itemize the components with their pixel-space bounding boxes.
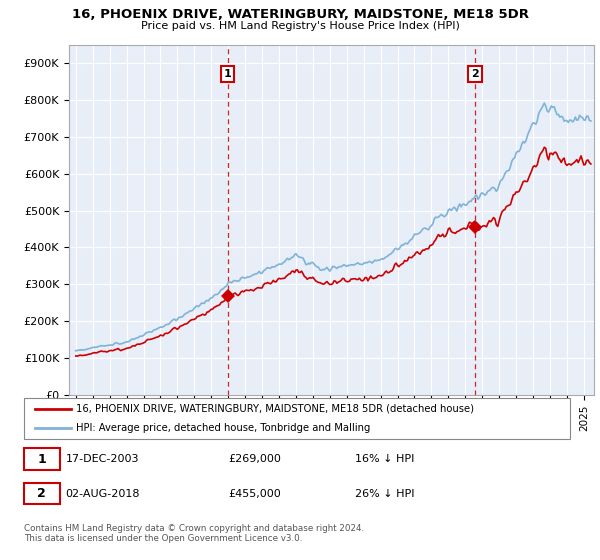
Text: 1: 1 xyxy=(224,69,232,80)
FancyBboxPatch shape xyxy=(24,483,60,505)
Text: 16, PHOENIX DRIVE, WATERINGBURY, MAIDSTONE, ME18 5DR (detached house): 16, PHOENIX DRIVE, WATERINGBURY, MAIDSTO… xyxy=(76,404,475,414)
FancyBboxPatch shape xyxy=(24,449,60,470)
Text: Contains HM Land Registry data © Crown copyright and database right 2024.
This d: Contains HM Land Registry data © Crown c… xyxy=(24,524,364,543)
Text: 02-AUG-2018: 02-AUG-2018 xyxy=(65,489,140,499)
Text: 16, PHOENIX DRIVE, WATERINGBURY, MAIDSTONE, ME18 5DR: 16, PHOENIX DRIVE, WATERINGBURY, MAIDSTO… xyxy=(71,8,529,21)
Text: 26% ↓ HPI: 26% ↓ HPI xyxy=(355,489,415,499)
Text: 1: 1 xyxy=(37,452,46,465)
Text: 2: 2 xyxy=(471,69,479,80)
Text: 2: 2 xyxy=(37,487,46,500)
Text: 16% ↓ HPI: 16% ↓ HPI xyxy=(355,454,415,464)
Text: HPI: Average price, detached house, Tonbridge and Malling: HPI: Average price, detached house, Tonb… xyxy=(76,423,371,433)
FancyBboxPatch shape xyxy=(24,399,571,439)
Text: £269,000: £269,000 xyxy=(228,454,281,464)
Text: £455,000: £455,000 xyxy=(228,489,281,499)
Text: 17-DEC-2003: 17-DEC-2003 xyxy=(65,454,139,464)
Text: Price paid vs. HM Land Registry's House Price Index (HPI): Price paid vs. HM Land Registry's House … xyxy=(140,21,460,31)
